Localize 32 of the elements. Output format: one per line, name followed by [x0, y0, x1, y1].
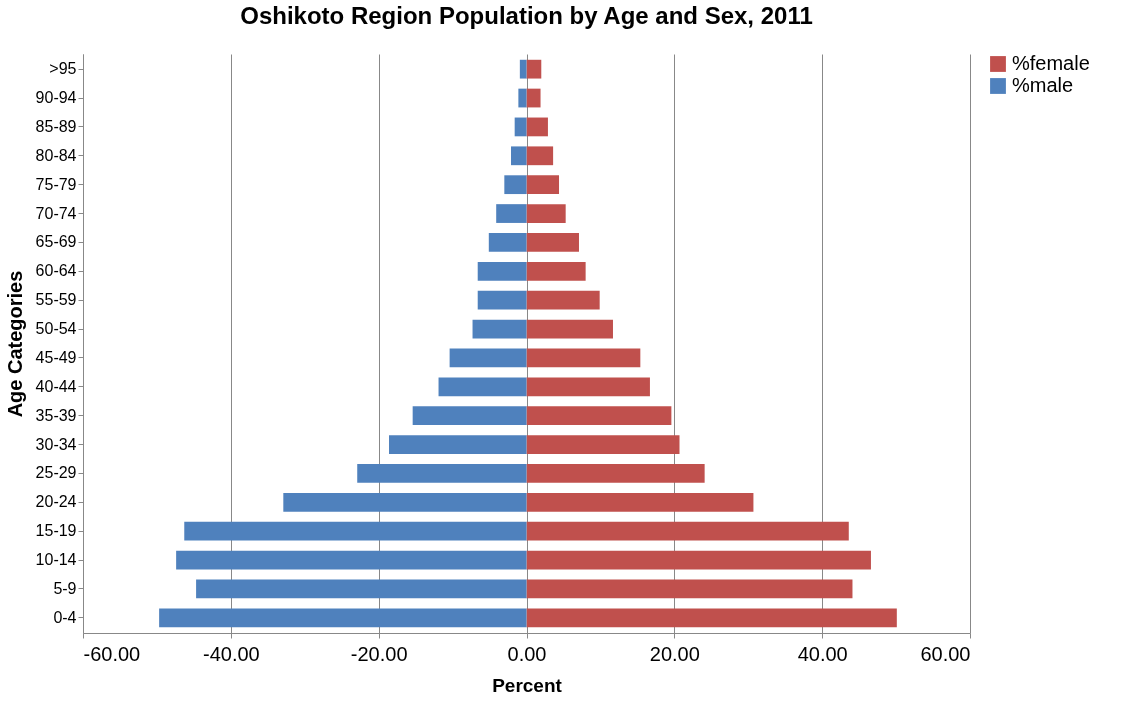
y-tick-label: 70-74 — [35, 204, 77, 222]
y-tick-label: 55-59 — [35, 291, 77, 309]
y-tick-label: 0-4 — [53, 608, 77, 626]
y-tick-label: 35-39 — [35, 406, 77, 424]
y-tick-label: 80-84 — [35, 146, 77, 164]
y-tick-label: 30-34 — [35, 435, 77, 453]
x-tick-label: 40.00 — [797, 642, 848, 665]
x-tick-label: 0.00 — [507, 642, 547, 665]
y-tick-label: 50-54 — [35, 320, 77, 338]
x-axis-title: Percent — [492, 674, 563, 696]
x-tick-label: -60.00 — [83, 642, 141, 665]
x-tick-label: 60.00 — [920, 642, 971, 665]
y-tick-label: 25-29 — [35, 464, 77, 482]
y-axis-title: Age Categories — [3, 270, 26, 418]
y-tick-label: 85-89 — [35, 117, 77, 135]
y-tick-label: 5-9 — [53, 579, 77, 597]
y-tick-label: 20-24 — [35, 493, 77, 511]
y-tick-label: 45-49 — [35, 348, 77, 366]
y-tick-label: 65-69 — [35, 233, 77, 251]
y-tick-label: >95 — [49, 60, 77, 78]
y-tick-label: 90-94 — [35, 89, 77, 107]
y-tick-label: 75-79 — [35, 175, 77, 193]
chart-title: Oshikoto Region Population by Age and Sex, 2011 — [240, 2, 813, 29]
legend-label: %female — [1012, 52, 1090, 74]
x-tick-label: -20.00 — [350, 642, 408, 665]
y-tick-label: 10-14 — [35, 551, 77, 569]
y-tick-label: 15-19 — [35, 522, 77, 540]
x-tick-label: -40.00 — [202, 642, 260, 665]
x-tick-label: 20.00 — [649, 642, 700, 665]
legend-label: %male — [1012, 74, 1074, 96]
y-tick-label: 40-44 — [35, 377, 77, 395]
y-tick-label: 60-64 — [35, 262, 77, 280]
